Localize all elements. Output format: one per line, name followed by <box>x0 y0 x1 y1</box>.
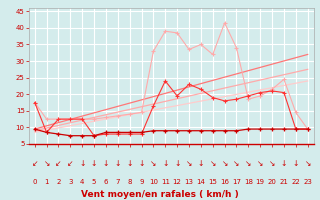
Text: ↓: ↓ <box>91 160 97 168</box>
Text: ↓: ↓ <box>126 160 133 168</box>
Text: ↓: ↓ <box>292 160 299 168</box>
Text: ↘: ↘ <box>257 160 263 168</box>
Text: 13: 13 <box>185 179 194 185</box>
Text: 16: 16 <box>220 179 229 185</box>
Text: 14: 14 <box>196 179 205 185</box>
Text: ↙: ↙ <box>55 160 62 168</box>
Text: 22: 22 <box>292 179 300 185</box>
Text: ↘: ↘ <box>221 160 228 168</box>
Text: ↓: ↓ <box>281 160 287 168</box>
Text: ↓: ↓ <box>174 160 180 168</box>
Text: ↘: ↘ <box>233 160 240 168</box>
Text: ↓: ↓ <box>115 160 121 168</box>
Text: 23: 23 <box>303 179 312 185</box>
Text: ↓: ↓ <box>162 160 168 168</box>
Text: 9: 9 <box>139 179 144 185</box>
Text: ↘: ↘ <box>186 160 192 168</box>
Text: ↙: ↙ <box>32 160 38 168</box>
Text: 18: 18 <box>244 179 253 185</box>
Text: 3: 3 <box>68 179 73 185</box>
Text: 8: 8 <box>127 179 132 185</box>
Text: ↓: ↓ <box>138 160 145 168</box>
Text: 2: 2 <box>56 179 61 185</box>
Text: ↓: ↓ <box>79 160 85 168</box>
Text: ↙: ↙ <box>67 160 74 168</box>
Text: 7: 7 <box>116 179 120 185</box>
Text: 19: 19 <box>256 179 265 185</box>
Text: 4: 4 <box>80 179 84 185</box>
Text: 1: 1 <box>44 179 49 185</box>
Text: ↘: ↘ <box>44 160 50 168</box>
Text: 6: 6 <box>104 179 108 185</box>
Text: 17: 17 <box>232 179 241 185</box>
Text: ↓: ↓ <box>198 160 204 168</box>
Text: 15: 15 <box>208 179 217 185</box>
Text: 5: 5 <box>92 179 96 185</box>
Text: 0: 0 <box>33 179 37 185</box>
Text: 12: 12 <box>173 179 181 185</box>
Text: 11: 11 <box>161 179 170 185</box>
Text: ↘: ↘ <box>269 160 275 168</box>
Text: ↓: ↓ <box>103 160 109 168</box>
Text: 20: 20 <box>268 179 276 185</box>
Text: 21: 21 <box>279 179 288 185</box>
Text: ↘: ↘ <box>210 160 216 168</box>
Text: ↘: ↘ <box>245 160 252 168</box>
Text: Vent moyen/en rafales ( km/h ): Vent moyen/en rafales ( km/h ) <box>81 190 239 199</box>
Text: ↘: ↘ <box>304 160 311 168</box>
Text: 10: 10 <box>149 179 158 185</box>
Text: ↘: ↘ <box>150 160 156 168</box>
